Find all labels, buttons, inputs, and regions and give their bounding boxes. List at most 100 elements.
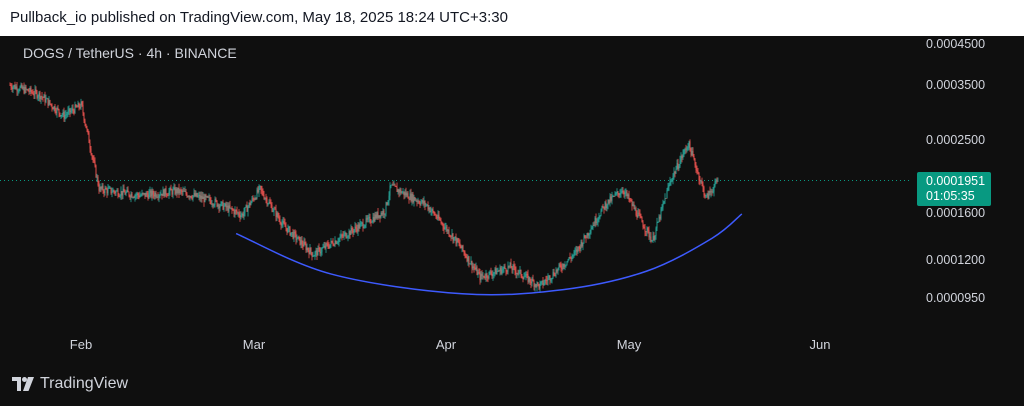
candle-body [518, 270, 520, 274]
candle-body [475, 267, 477, 270]
candle-body [19, 86, 21, 91]
candle-body [541, 280, 543, 282]
time-tick-label: Apr [436, 337, 457, 352]
candle-body [358, 224, 360, 229]
candle-body [384, 213, 386, 215]
candle-body [122, 188, 124, 196]
candle-body [163, 189, 165, 197]
candle-body [605, 202, 607, 209]
candle-body [411, 193, 413, 201]
candle-body [48, 100, 50, 106]
candle-body [108, 187, 110, 189]
candle-body [461, 245, 463, 249]
candle-body [259, 185, 261, 187]
candle-body [698, 172, 700, 180]
candle-body [425, 204, 427, 206]
candle-body [324, 245, 326, 249]
candle-body [486, 273, 488, 278]
candle-body [350, 227, 352, 235]
candle-body [171, 190, 173, 195]
candle-body [668, 185, 670, 187]
chart-area[interactable]: 0.0004500 0.0003500 0.0002500 0.0001600 0.00… [0, 36, 1024, 358]
candle-body [611, 196, 613, 201]
candle-body [132, 197, 134, 198]
candle-body [536, 282, 538, 287]
candle-body [354, 226, 356, 230]
candle-body [635, 208, 637, 215]
candle-body [622, 190, 624, 192]
candle-body [574, 251, 576, 253]
candle-body [68, 108, 70, 111]
candle-body [298, 236, 300, 238]
candle-body [115, 191, 117, 194]
candle-body [245, 205, 247, 208]
candle-body [254, 198, 256, 200]
candle-body [666, 190, 668, 199]
candle-body [590, 229, 592, 234]
candle-body [118, 196, 120, 197]
candle-body [28, 91, 30, 93]
candle-body [133, 197, 135, 198]
candle-body [334, 240, 336, 246]
candle-body [275, 209, 277, 218]
candle-body [33, 94, 35, 96]
candle-body [440, 220, 442, 223]
candle-body [491, 274, 493, 277]
candle-body [367, 217, 369, 220]
candle-body [215, 199, 217, 201]
candle-body [44, 95, 46, 103]
candle-body [204, 195, 206, 203]
candle-body [32, 92, 34, 95]
candle-body [116, 190, 118, 192]
candle-body [539, 283, 541, 289]
price-chart[interactable]: 0.00045000.00035000.00025000.00016000.00… [0, 36, 1024, 358]
candle-body [145, 192, 147, 197]
price-tick-label: 0.0003500 [926, 78, 985, 92]
candle-body [463, 250, 465, 253]
candle-body [692, 151, 694, 157]
candle-body [302, 244, 304, 247]
time-axis[interactable]: Feb Mar Apr May Jun [70, 337, 831, 352]
price-tick-label: 0.0002500 [926, 133, 985, 147]
candle-body [366, 218, 368, 220]
candle-body [202, 196, 204, 199]
candle-body [294, 231, 296, 234]
candle-body [30, 87, 32, 92]
candle-body [16, 86, 18, 92]
candle-body [400, 189, 402, 194]
candle-body [404, 192, 406, 196]
candle-body [700, 180, 702, 182]
candle-body [18, 90, 20, 92]
candle-body [370, 222, 372, 224]
candle-body [640, 216, 642, 218]
tradingview-logo-icon [12, 377, 34, 391]
candle-body [281, 223, 283, 226]
candle-body [75, 104, 77, 107]
candle-body [417, 201, 419, 203]
candle-body [717, 180, 719, 182]
candle-body [702, 183, 704, 188]
candle-body [154, 192, 156, 197]
candle-body [31, 91, 33, 93]
candle-body [11, 87, 13, 90]
candle-body [353, 229, 355, 233]
candle-body [387, 200, 389, 205]
candle-body [577, 246, 579, 252]
candle-body [251, 198, 253, 203]
candle-body [98, 185, 100, 191]
tradingview-logo[interactable]: TradingView [12, 375, 128, 393]
candle-body [331, 240, 333, 243]
candle-body [501, 269, 503, 274]
rounded-bottom-curve[interactable] [235, 213, 743, 296]
price-tick-label: 0.0000950 [926, 291, 985, 305]
candle-body [342, 235, 344, 237]
candle-body [320, 251, 322, 254]
candle-body [378, 215, 380, 218]
candle-body [597, 218, 599, 222]
candle-body [56, 108, 58, 114]
candle-body [441, 222, 443, 224]
candle-body [638, 212, 640, 214]
price-axis[interactable]: 0.0004500 0.0003500 0.0002500 0.0001600 0.00… [926, 37, 985, 305]
candle-body [22, 87, 24, 89]
candle-body [504, 266, 506, 269]
